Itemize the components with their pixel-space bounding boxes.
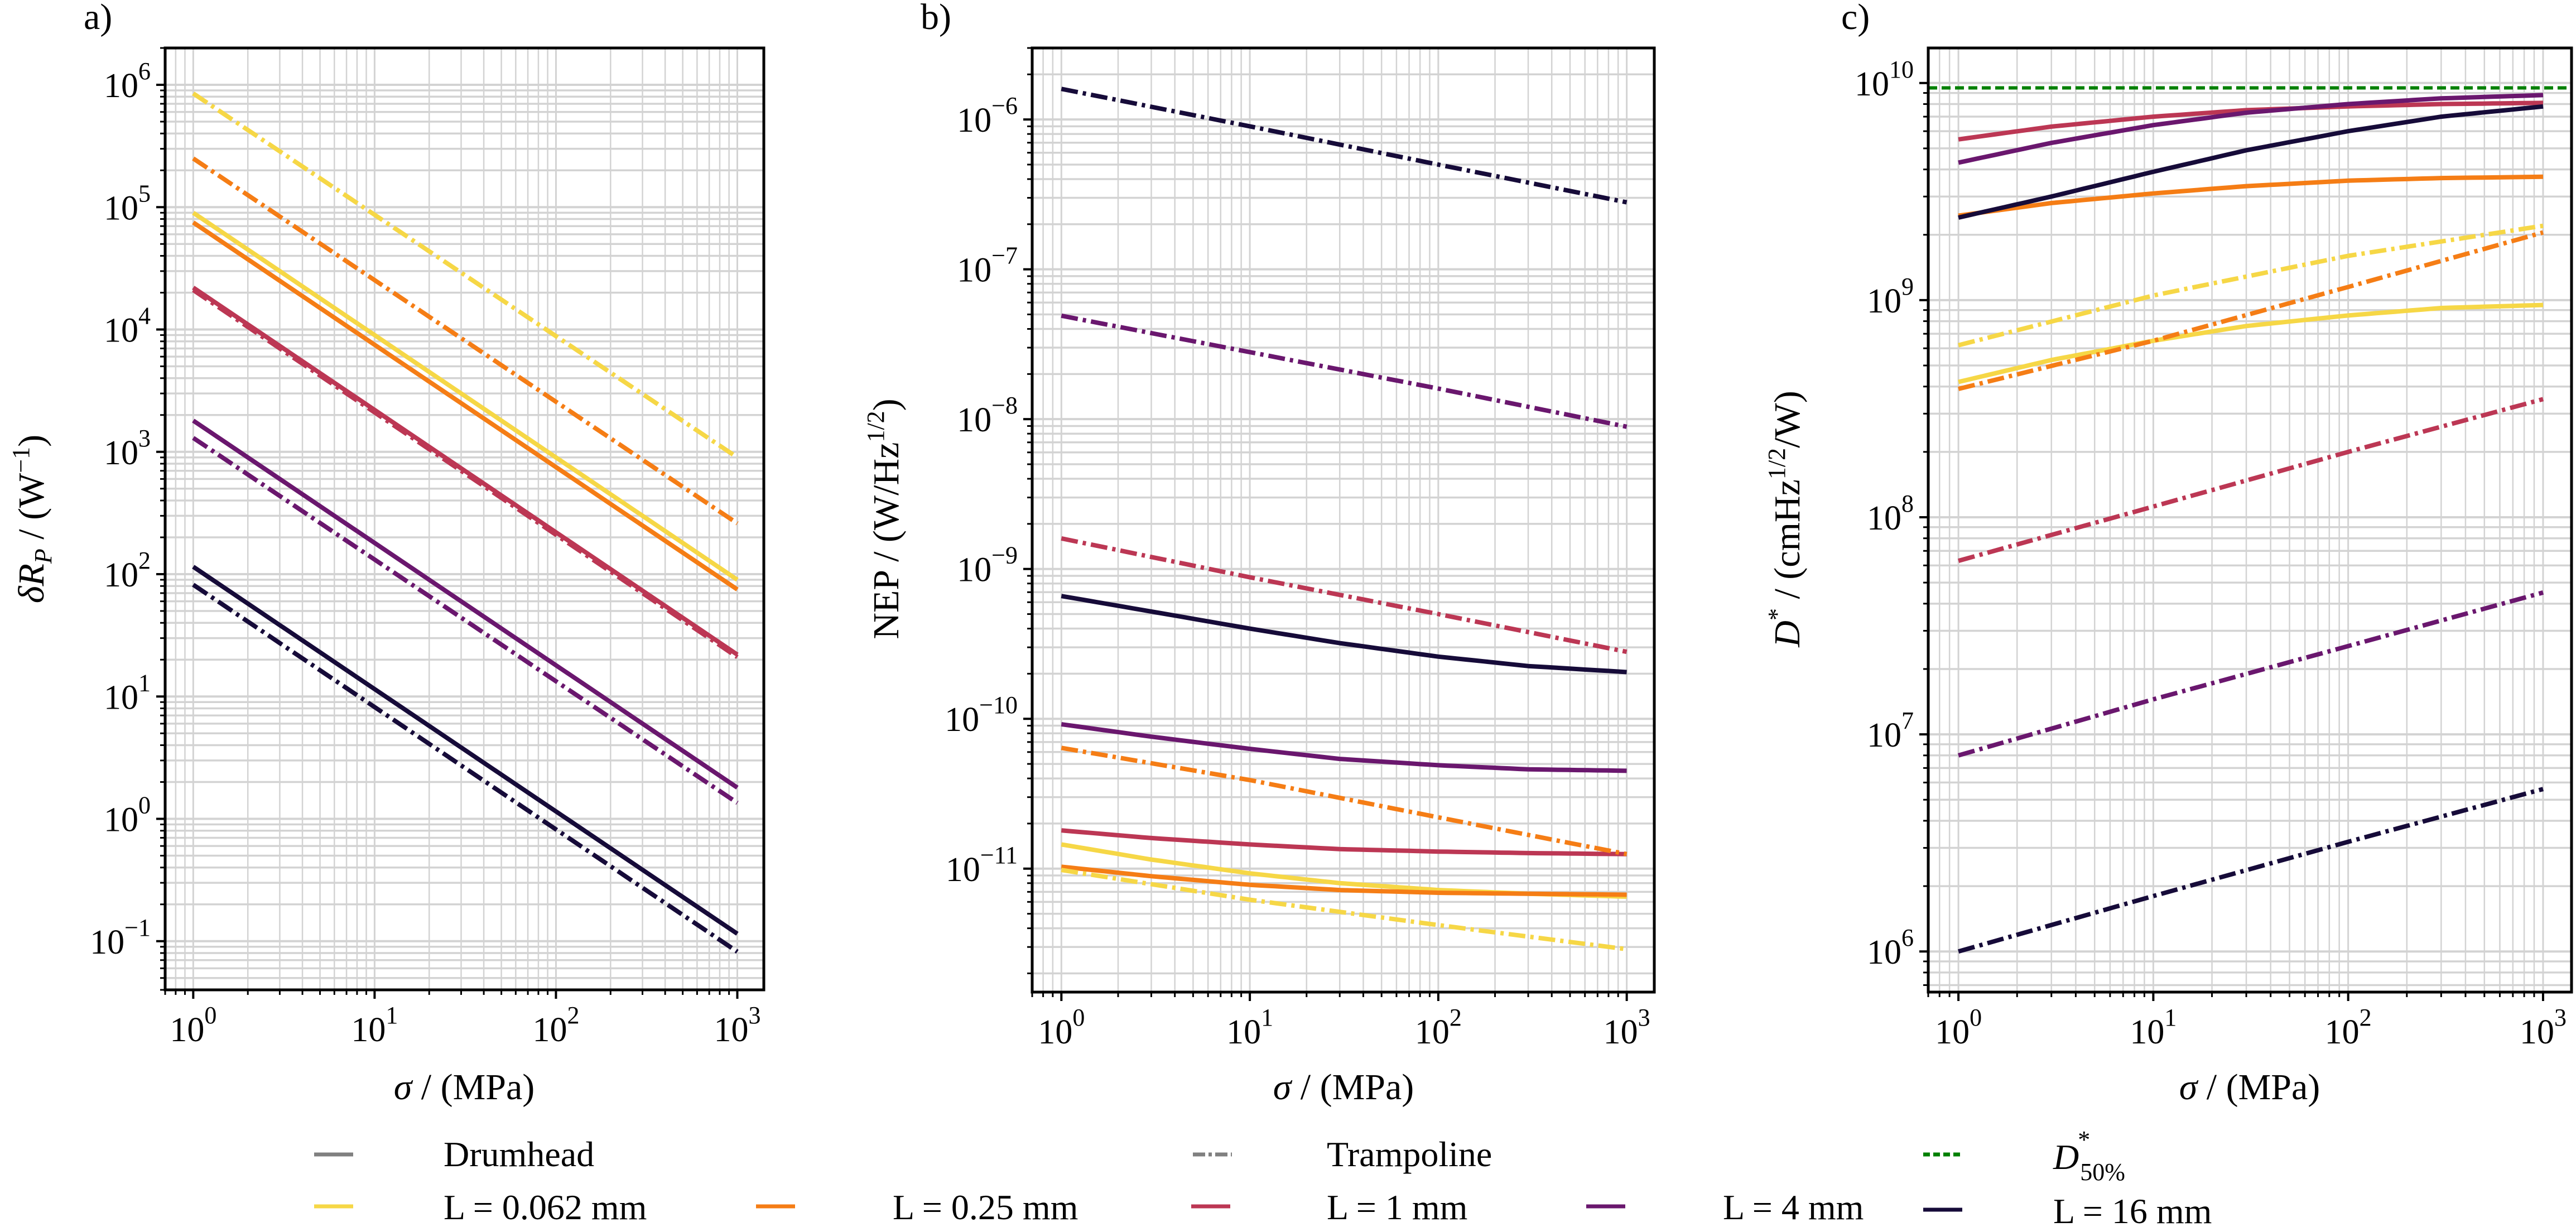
y-tick-label: 10−6 bbox=[957, 92, 1018, 139]
series-line-drumhead-l-0-25-mm bbox=[1958, 174, 2544, 218]
series-line-drumhead-l-4-mm bbox=[1958, 93, 2544, 165]
x-tick-label: 100 bbox=[1935, 1004, 1982, 1051]
series-line-drumhead-l-4-mm bbox=[192, 418, 739, 790]
x-tick-label: 103 bbox=[1604, 1004, 1650, 1051]
x-tick-label: 102 bbox=[2325, 1004, 2372, 1051]
series-line-trampoline-l-16-mm bbox=[1958, 787, 2544, 954]
series-line-trampoline-l-4-mm bbox=[1061, 313, 1628, 429]
legend-label-trampoline: Trampoline bbox=[1327, 1134, 1492, 1174]
series-line-trampoline-l-0-25-mm bbox=[1061, 745, 1628, 857]
x-tick-label: 102 bbox=[1415, 1004, 1462, 1051]
series-line-trampoline-l-0-25-mm bbox=[192, 156, 739, 526]
series-line-drumhead-l-4-mm bbox=[1061, 722, 1627, 773]
x-tick-label: 101 bbox=[2130, 1004, 2177, 1051]
panel-label-c: c) bbox=[1841, 0, 1870, 37]
y-tick-label: 102 bbox=[104, 547, 151, 594]
x-tick-label: 101 bbox=[1226, 1004, 1273, 1051]
y-tick-label: 103 bbox=[104, 425, 151, 472]
series-line-trampoline-l-4-mm bbox=[192, 436, 739, 805]
series-line-drumhead-l-0-25-mm bbox=[1061, 864, 1627, 897]
y-axis-label-c: D* / (cmHz1/2/W) bbox=[1763, 391, 1808, 647]
x-tick-label: 103 bbox=[2520, 1004, 2567, 1051]
x-axis-label-c: σ / (MPa) bbox=[2179, 1067, 2320, 1108]
grid bbox=[1927, 48, 2572, 992]
series-line-drumhead-l-16-mm bbox=[1958, 104, 2544, 220]
series-line-drumhead-l-1-mm bbox=[1958, 100, 2544, 142]
panel-label-a: a) bbox=[84, 0, 112, 37]
series-line-trampoline-l-0-062-mm bbox=[192, 92, 739, 460]
y-tick-label: 10−11 bbox=[946, 841, 1018, 889]
legend-label-l4: L = 4 mm bbox=[1723, 1187, 1864, 1227]
y-tick-label: 108 bbox=[1867, 490, 1914, 537]
legend-label-l1: L = 1 mm bbox=[1327, 1187, 1467, 1227]
y-axis-label-b: NEP / (W/Hz1/2) bbox=[862, 398, 907, 639]
series-line-trampoline-l-1-mm bbox=[1958, 397, 2544, 563]
series-line-trampoline-l-1-mm bbox=[1061, 536, 1628, 655]
y-tick-label: 10−7 bbox=[957, 242, 1018, 290]
series-line-drumhead-l-16-mm bbox=[192, 565, 739, 936]
legend-label-drumhead: Drumhead bbox=[444, 1134, 594, 1174]
y-tick-label: 109 bbox=[1867, 273, 1914, 320]
series-group bbox=[1928, 86, 2572, 954]
legend: Drumhead Trampoline D* 50% L = 0.062 mm L… bbox=[314, 1126, 2212, 1227]
series-line-drumhead-l-0-062-mm bbox=[1958, 302, 2544, 384]
y-tick-label: 106 bbox=[1867, 924, 1914, 971]
series-group bbox=[1061, 86, 1628, 952]
x-tick-label: 100 bbox=[1038, 1004, 1085, 1051]
plot-frame bbox=[1927, 46, 2573, 994]
y-tick-label: 104 bbox=[104, 302, 151, 350]
y-tick-label: 106 bbox=[104, 57, 151, 105]
series-line-trampoline-l-0-062-mm bbox=[1958, 223, 2544, 348]
y-tick-label: 10−1 bbox=[90, 914, 151, 961]
x-tick-label: 101 bbox=[351, 1002, 398, 1049]
panel-a: 100 101 102 103 10−1 100 101 102 103 104 105 106 bbox=[90, 46, 765, 1049]
x-tick-label: 102 bbox=[532, 1002, 579, 1049]
plot-frame bbox=[163, 46, 765, 992]
plot-frame bbox=[1031, 46, 1656, 994]
y-tick-label: 10−8 bbox=[957, 392, 1018, 439]
panel-b: 100 101 102 103 10−11 10−10 10−9 10−8 10−7 10−6 bbox=[945, 46, 1656, 1051]
series-group bbox=[192, 92, 739, 954]
y-tick-label: 105 bbox=[104, 180, 151, 227]
x-tick-label: 100 bbox=[170, 1002, 216, 1049]
panel-c: 100 101 102 103 106 107 108 109 1010 bbox=[1855, 46, 2573, 1051]
y-tick-label: 107 bbox=[1867, 707, 1914, 754]
y-tick-label: 101 bbox=[104, 669, 151, 716]
x-axis-label-a: σ / (MPa) bbox=[394, 1067, 535, 1108]
legend-label-l025: L = 0.25 mm bbox=[893, 1187, 1078, 1227]
panel-label-b: b) bbox=[921, 0, 951, 37]
x-axis-label-b: σ / (MPa) bbox=[1273, 1067, 1414, 1108]
series-line-trampoline-l-0-062-mm bbox=[1061, 868, 1628, 952]
series-line-trampoline-l-16-mm bbox=[1061, 86, 1628, 205]
series-line-trampoline-l-0-25-mm bbox=[1958, 230, 2544, 391]
legend-label-d50: D* 50% bbox=[2053, 1126, 2125, 1186]
y-axis-label-a: δRP / (W−1) bbox=[7, 435, 57, 603]
grid bbox=[164, 47, 764, 991]
series-line-trampoline-l-16-mm bbox=[192, 583, 739, 954]
y-tick-label: 100 bbox=[104, 792, 151, 839]
y-tick-label: 10−10 bbox=[945, 691, 1018, 739]
y-tick-label: 1010 bbox=[1855, 56, 1914, 103]
x-tick-label: 103 bbox=[714, 1002, 761, 1049]
series-line-drumhead-l-0-062-mm bbox=[192, 210, 739, 582]
y-tick-label: 10−9 bbox=[957, 542, 1018, 589]
series-line-trampoline-l-1-mm bbox=[192, 288, 739, 659]
series-line-drumhead-l-16-mm bbox=[1061, 594, 1627, 675]
series-line-drumhead-l-0-25-mm bbox=[192, 220, 739, 591]
legend-label-l0062: L = 0.062 mm bbox=[444, 1187, 647, 1227]
legend-label-l16: L = 16 mm bbox=[2053, 1191, 2212, 1227]
series-line-trampoline-l-4-mm bbox=[1957, 590, 2544, 758]
series-line-drumhead-l-1-mm bbox=[1061, 828, 1627, 857]
